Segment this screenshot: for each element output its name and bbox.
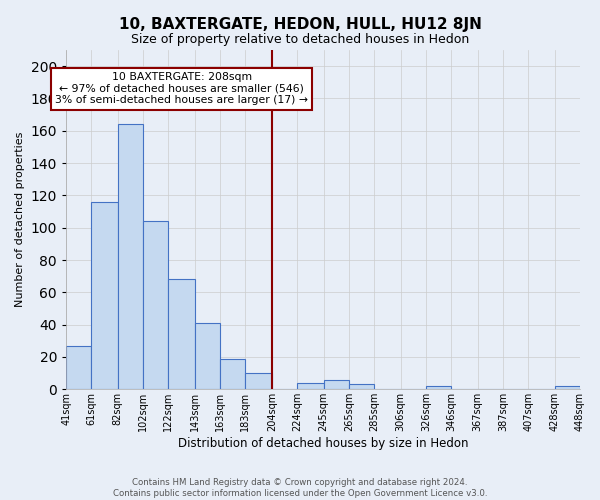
Text: Contains HM Land Registry data © Crown copyright and database right 2024.
Contai: Contains HM Land Registry data © Crown c… (113, 478, 487, 498)
Bar (349, 384, 374, 390)
Bar (323, 380, 349, 390)
Bar (143, 222, 169, 390)
Bar (91, 202, 118, 390)
Text: 10, BAXTERGATE, HEDON, HULL, HU12 8JN: 10, BAXTERGATE, HEDON, HULL, HU12 8JN (119, 18, 481, 32)
Bar (66, 346, 91, 390)
Y-axis label: Number of detached properties: Number of detached properties (15, 132, 25, 308)
Bar (297, 383, 323, 390)
Bar (169, 280, 195, 390)
Bar (426, 386, 451, 390)
Bar (118, 124, 143, 390)
Bar (245, 373, 272, 390)
Bar (195, 323, 220, 390)
Bar (555, 386, 580, 390)
Text: Size of property relative to detached houses in Hedon: Size of property relative to detached ho… (131, 32, 469, 46)
Bar (220, 358, 245, 390)
Text: 10 BAXTERGATE: 208sqm
← 97% of detached houses are smaller (546)
3% of semi-deta: 10 BAXTERGATE: 208sqm ← 97% of detached … (55, 72, 308, 106)
X-axis label: Distribution of detached houses by size in Hedon: Distribution of detached houses by size … (178, 437, 468, 450)
